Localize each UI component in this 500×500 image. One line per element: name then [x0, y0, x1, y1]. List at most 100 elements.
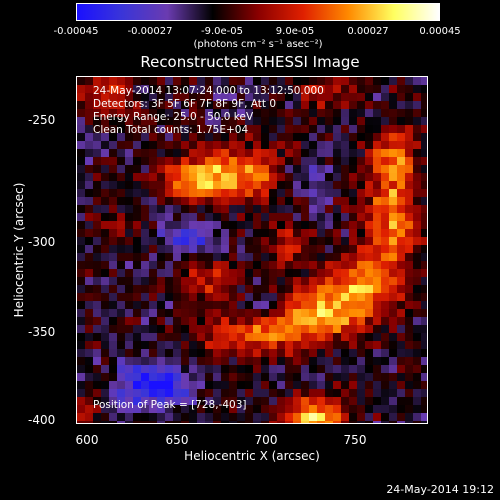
heatmap-cell	[77, 173, 85, 181]
y-axis-label: Heliocentric Y (arcsec)	[12, 182, 26, 318]
heatmap-cell	[413, 389, 421, 397]
heatmap-cell	[261, 325, 269, 333]
heatmap-cell	[277, 413, 285, 421]
heatmap-cell	[237, 141, 245, 149]
heatmap-cell	[109, 389, 117, 397]
heatmap-cell	[165, 77, 173, 85]
heatmap-cell	[421, 133, 427, 141]
heatmap-cell	[245, 341, 253, 349]
heatmap-cell	[301, 301, 309, 309]
heatmap-cell	[349, 341, 357, 349]
heatmap-cell	[133, 317, 141, 325]
heatmap-cell	[237, 157, 245, 165]
heatmap-cell	[349, 269, 357, 277]
heatmap-cell	[157, 317, 165, 325]
heatmap-cell	[325, 381, 333, 389]
heatmap-cell	[173, 365, 181, 373]
heatmap-cell	[325, 101, 333, 109]
heatmap-cell	[165, 317, 173, 325]
heatmap-cell	[117, 77, 125, 85]
heatmap-cell	[301, 125, 309, 133]
heatmap-cell	[357, 189, 365, 197]
heatmap-cell	[357, 285, 365, 293]
heatmap-cell	[397, 85, 405, 93]
heatmap-cell	[421, 325, 427, 333]
heatmap-cell	[421, 205, 427, 213]
heatmap-cell	[93, 325, 101, 333]
heatmap-cell	[229, 173, 237, 181]
heatmap-cell	[421, 293, 427, 301]
heatmap-cell	[405, 101, 413, 109]
heatmap-cell	[125, 221, 133, 229]
heatmap-cell	[301, 365, 309, 373]
heatmap-cell	[349, 205, 357, 213]
heatmap-cell	[109, 373, 117, 381]
heatmap-cell	[245, 189, 253, 197]
heatmap-cell	[349, 349, 357, 357]
heatmap-cell	[245, 141, 253, 149]
heatmap-cell	[109, 93, 117, 101]
heatmap-cell	[157, 221, 165, 229]
heatmap-cell	[173, 197, 181, 205]
heatmap-cell	[221, 309, 229, 317]
heatmap-cell	[333, 125, 341, 133]
heatmap-cell	[285, 309, 293, 317]
heatmap-cell	[325, 397, 333, 405]
heatmap-cell	[381, 181, 389, 189]
heatmap-cell	[285, 101, 293, 109]
heatmap-cell	[229, 405, 237, 413]
heatmap-cell	[117, 149, 125, 157]
heatmap-cell	[125, 317, 133, 325]
heatmap-cell	[277, 205, 285, 213]
heatmap-cell	[173, 381, 181, 389]
heatmap-cell	[309, 221, 317, 229]
heatmap-cell	[277, 357, 285, 365]
heatmap-cell	[181, 373, 189, 381]
heatmap-cell	[381, 349, 389, 357]
plot-area: 24-May-2014 13:07:24.000 to 13:12:50.000…	[76, 76, 428, 424]
heatmap-cell	[333, 421, 341, 423]
heatmap-cell	[109, 85, 117, 93]
heatmap-cell	[373, 181, 381, 189]
heatmap-cell	[333, 157, 341, 165]
heatmap-cell	[341, 285, 349, 293]
heatmap-cell	[133, 333, 141, 341]
heatmap-cell	[213, 309, 221, 317]
heatmap-cell	[373, 397, 381, 405]
heatmap-cell	[101, 173, 109, 181]
heatmap-cell	[125, 237, 133, 245]
heatmap-cell	[397, 389, 405, 397]
heatmap-cell	[389, 213, 397, 221]
x-tick-label: 650	[165, 433, 189, 447]
heatmap-cell	[157, 293, 165, 301]
heatmap-cell	[285, 229, 293, 237]
heatmap-cell	[341, 341, 349, 349]
heatmap-cell	[165, 253, 173, 261]
heatmap-cell	[245, 397, 253, 405]
heatmap-cell	[173, 341, 181, 349]
heatmap-cell	[173, 141, 181, 149]
heatmap-cell	[301, 197, 309, 205]
heatmap-cell	[85, 85, 93, 93]
heatmap-cell	[93, 389, 101, 397]
heatmap-cell	[309, 373, 317, 381]
heatmap-cell	[197, 77, 205, 85]
heatmap-cell	[213, 293, 221, 301]
heatmap-cell	[421, 141, 427, 149]
heatmap-cell	[173, 213, 181, 221]
heatmap-cell	[213, 325, 221, 333]
heatmap-cell	[365, 301, 373, 309]
heatmap-cell	[317, 205, 325, 213]
heatmap-cell	[301, 221, 309, 229]
heatmap-cell	[77, 293, 85, 301]
heatmap-cell	[85, 301, 93, 309]
heatmap-cell	[77, 333, 85, 341]
heatmap-cell	[109, 357, 117, 365]
heatmap-cell	[309, 189, 317, 197]
chart-title: Reconstructed RHESSI Image	[140, 53, 360, 71]
heatmap-cell	[221, 349, 229, 357]
heatmap-cell	[277, 221, 285, 229]
heatmap-cell	[325, 253, 333, 261]
heatmap-cell	[157, 389, 165, 397]
heatmap-cell	[309, 397, 317, 405]
